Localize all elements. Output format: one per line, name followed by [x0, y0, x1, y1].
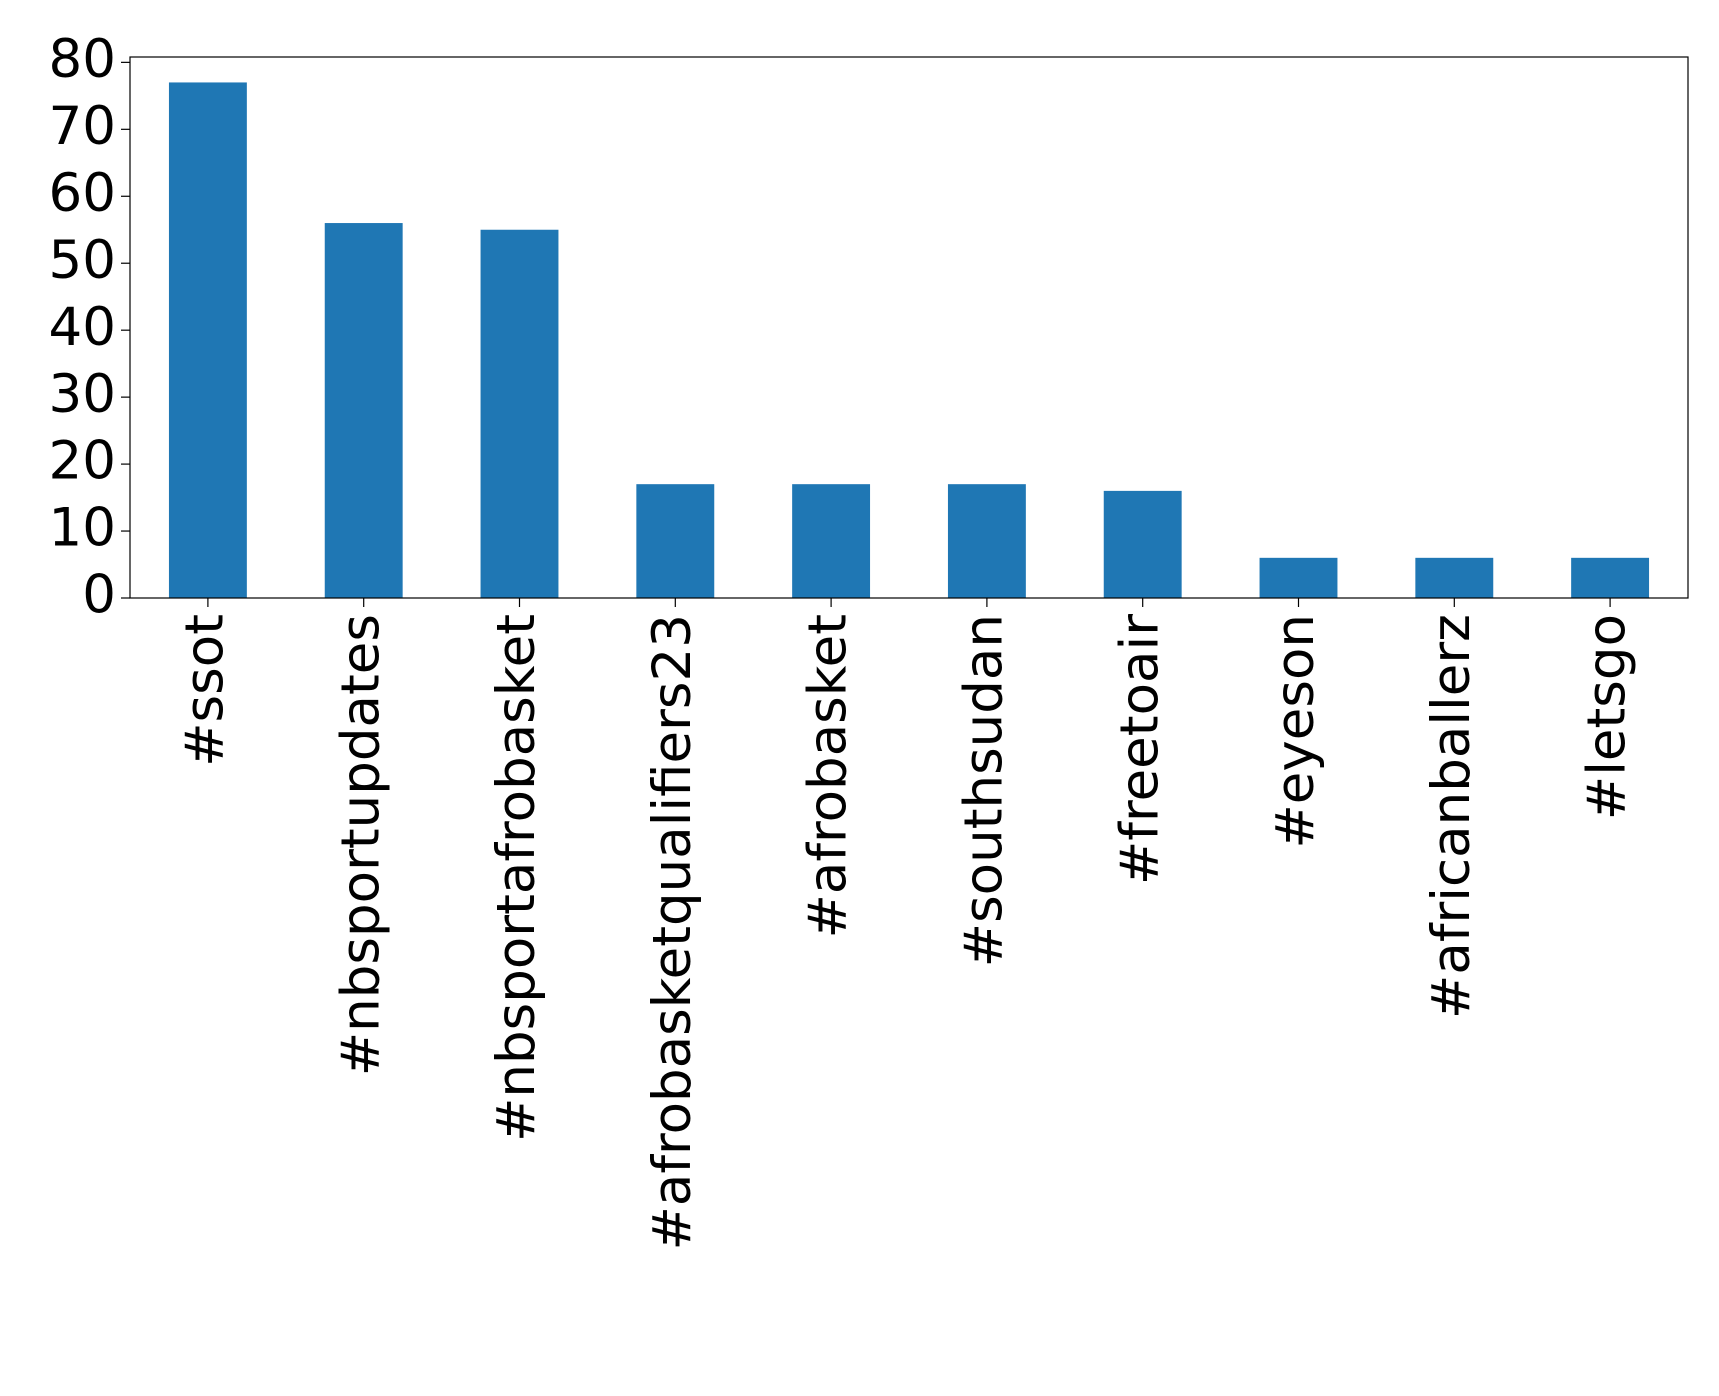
bar — [792, 484, 871, 598]
y-tick-label: 20 — [49, 431, 116, 492]
x-tick-label: #letsgo — [1577, 614, 1638, 820]
bar — [1415, 557, 1494, 598]
x-tick-label: #afrobasketqualifiers23 — [642, 614, 703, 1251]
bar — [1259, 557, 1338, 598]
y-tick-label: 60 — [49, 163, 116, 224]
x-tick-label: #nbsportupdates — [330, 614, 391, 1076]
bar — [1103, 490, 1182, 598]
bar — [636, 484, 715, 598]
x-tick-label: #eyeson — [1265, 614, 1326, 849]
bar — [480, 229, 559, 598]
y-tick-label: 30 — [49, 364, 116, 425]
y-tick-label: 10 — [49, 498, 116, 559]
y-tick-label: 40 — [49, 297, 116, 358]
x-tick-label: #ssot — [175, 614, 236, 767]
y-tick-label: 0 — [82, 565, 116, 626]
bar — [168, 82, 247, 599]
bar — [947, 484, 1026, 598]
x-tick-label: #freetoair — [1109, 614, 1170, 885]
x-tick-label: #africanballerz — [1421, 614, 1482, 1019]
x-tick-label: #afrobasket — [798, 614, 859, 939]
x-tick-label: #nbsportafrobasket — [486, 614, 547, 1142]
y-tick-label: 50 — [49, 230, 116, 291]
bar — [324, 223, 403, 598]
y-tick-label: 80 — [49, 29, 116, 90]
plot-frame — [129, 56, 1689, 599]
bar — [1571, 557, 1650, 598]
x-tick-label: #southsudan — [954, 614, 1015, 967]
y-tick-label: 70 — [49, 96, 116, 157]
